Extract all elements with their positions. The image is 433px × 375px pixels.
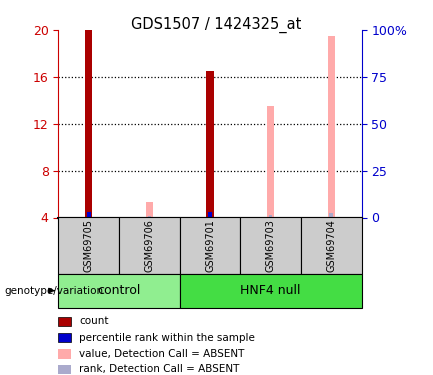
- Bar: [58, 217, 119, 274]
- Bar: [58, 364, 71, 374]
- Text: GSM69703: GSM69703: [265, 219, 276, 272]
- Bar: [85, 30, 92, 217]
- Bar: [58, 316, 71, 326]
- Bar: [58, 333, 71, 342]
- Bar: [146, 202, 153, 217]
- Bar: [328, 36, 335, 218]
- Text: GSM69705: GSM69705: [84, 219, 94, 272]
- Text: control: control: [97, 284, 141, 297]
- Bar: [148, 216, 151, 217]
- Bar: [207, 71, 213, 217]
- Text: GSM69701: GSM69701: [205, 219, 215, 272]
- Text: genotype/variation: genotype/variation: [4, 286, 103, 296]
- Bar: [208, 211, 212, 217]
- Text: GDS1507 / 1424325_at: GDS1507 / 1424325_at: [131, 17, 302, 33]
- Text: percentile rank within the sample: percentile rank within the sample: [79, 333, 255, 343]
- Bar: [330, 213, 333, 217]
- Text: rank, Detection Call = ABSENT: rank, Detection Call = ABSENT: [79, 364, 239, 374]
- Text: count: count: [79, 316, 108, 326]
- Bar: [87, 211, 90, 217]
- Text: GSM69706: GSM69706: [144, 219, 155, 272]
- Bar: [269, 215, 272, 217]
- Bar: [58, 350, 71, 358]
- Bar: [240, 217, 301, 274]
- Bar: [119, 217, 180, 274]
- Text: HNF4 null: HNF4 null: [240, 284, 301, 297]
- Bar: [180, 274, 362, 308]
- Bar: [180, 217, 240, 274]
- Bar: [301, 217, 362, 274]
- Bar: [267, 106, 274, 218]
- Bar: [58, 274, 180, 308]
- Text: value, Detection Call = ABSENT: value, Detection Call = ABSENT: [79, 349, 244, 359]
- Text: GSM69704: GSM69704: [326, 219, 336, 272]
